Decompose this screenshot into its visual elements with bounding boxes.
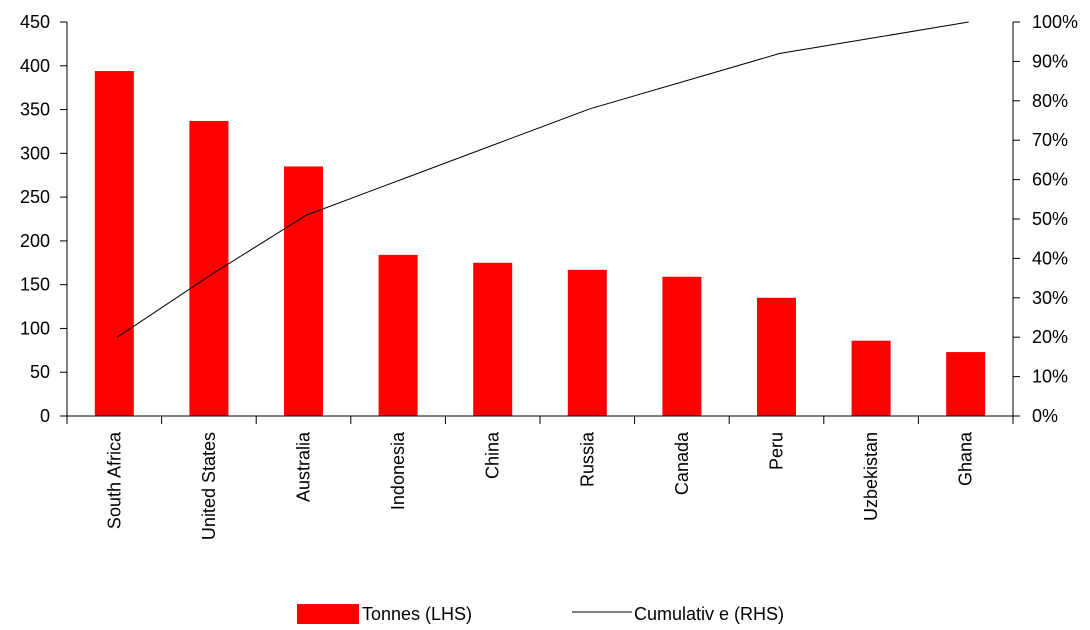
right-tick-label: 100% [1032, 12, 1078, 32]
left-tick-label: 400 [20, 56, 50, 76]
bar [284, 166, 323, 416]
right-tick-label: 90% [1032, 51, 1068, 71]
bar [757, 297, 796, 416]
x-tick-label: China [483, 431, 503, 479]
x-axis: South Africa United States Australia Indone… [66, 415, 1014, 540]
left-tick-label: 0 [40, 406, 50, 426]
left-tick-label: 100 [20, 318, 50, 338]
right-tick-label: 20% [1032, 327, 1068, 347]
x-tick-label: United States [199, 432, 219, 540]
right-tick-label: 70% [1032, 130, 1068, 150]
bar [946, 352, 986, 416]
bar [851, 340, 891, 416]
cumulative-line [117, 21, 969, 338]
bar [189, 120, 229, 416]
line-series [117, 21, 969, 338]
right-tick-label: 0% [1032, 406, 1058, 426]
left-axis-ticks: 0 50 100 150 200 250 300 350 400 450 [20, 12, 68, 426]
right-tick-label: 50% [1032, 209, 1068, 229]
left-tick-label: 50 [30, 362, 50, 382]
left-tick-label: 300 [20, 143, 50, 163]
bar [662, 276, 702, 416]
right-axis-ticks: 0% 10% 20% 30% 40% 50% 60% 70% 80% 90% 100% [1012, 12, 1078, 426]
right-tick-label: 80% [1032, 91, 1068, 111]
legend-label-bars: Tonnes (LHS) [362, 604, 472, 624]
x-tick-label: Ghana [956, 431, 976, 486]
bar-series [94, 71, 986, 416]
left-tick-label: 200 [20, 231, 50, 251]
right-tick-label: 60% [1032, 170, 1068, 190]
bar [473, 262, 513, 416]
x-tick-label: South Africa [104, 431, 124, 529]
legend: Tonnes (LHS) Cumulativ e (RHS) [297, 604, 784, 624]
bar [94, 71, 134, 416]
x-tick-label: Indonesia [388, 431, 408, 510]
left-tick-label: 450 [20, 12, 50, 32]
x-tick-label: Australia [294, 431, 314, 502]
bar [378, 254, 418, 416]
legend-label-line: Cumulativ e (RHS) [634, 604, 784, 624]
x-tick-label: Russia [577, 431, 597, 487]
left-tick-label: 150 [20, 275, 50, 295]
bar [567, 269, 607, 416]
legend-swatch-bars [297, 604, 359, 624]
right-tick-label: 10% [1032, 367, 1068, 387]
x-tick-label: Uzbekistan [861, 432, 881, 521]
left-tick-label: 350 [20, 100, 50, 120]
right-tick-label: 40% [1032, 248, 1068, 268]
x-tick-label: Canada [672, 431, 692, 495]
x-tick-label: Peru [767, 432, 787, 470]
right-tick-label: 30% [1032, 288, 1068, 308]
left-tick-label: 250 [20, 187, 50, 207]
